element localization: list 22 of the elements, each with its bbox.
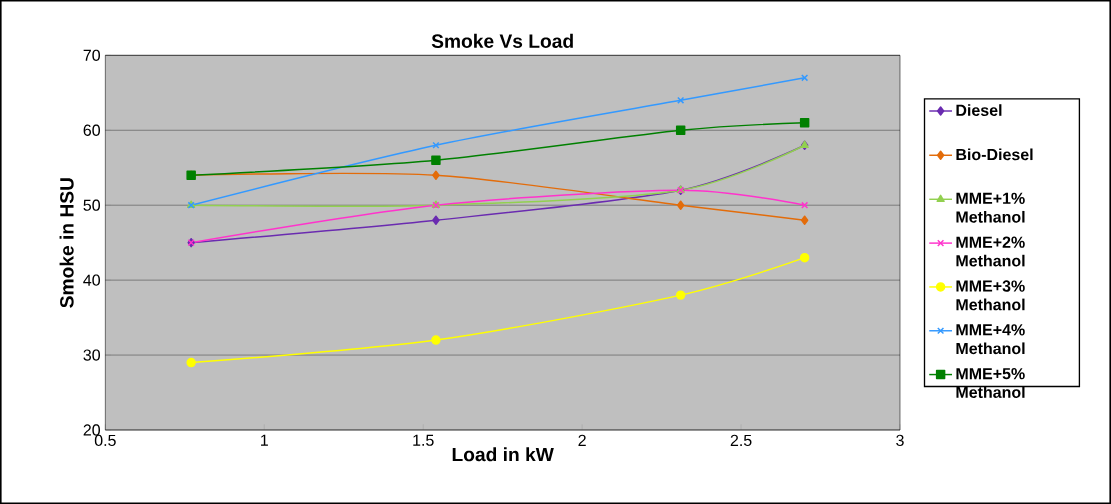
legend-label: MME+3% Methanol <box>956 280 1025 311</box>
legend-label: MME+1% Methanol <box>956 192 1025 223</box>
y-tick-label: 30 <box>83 349 100 361</box>
legend-label: Diesel <box>956 104 1002 116</box>
x-axis-title: Load in kW <box>452 447 554 462</box>
x-tick-label: 0.5 <box>94 434 116 447</box>
legend-label: MME+5% Methanol <box>956 368 1025 398</box>
x-tick-label: 2.5 <box>730 434 752 447</box>
x-tick-label: 1.5 <box>413 434 434 446</box>
y-tick-label: 60 <box>83 124 100 136</box>
y-tick-label: 20 <box>83 424 100 436</box>
legend-label: MME+4% Methanol <box>956 324 1025 355</box>
y-axis-title: Smoke in HSU <box>59 178 74 308</box>
y-tick-label: 70 <box>83 49 100 61</box>
chart-title: Smoke Vs Load <box>431 33 573 48</box>
legend-label: MME+2% Methanol <box>956 236 1025 267</box>
legend-label: Bio-Diesel <box>956 148 1033 161</box>
x-tick-label: 3 <box>896 434 904 447</box>
x-tick-label: 1 <box>261 434 268 446</box>
y-tick-label: 50 <box>83 199 100 211</box>
y-tick-label: 40 <box>83 274 100 286</box>
x-tick-label: 2 <box>578 434 586 446</box>
